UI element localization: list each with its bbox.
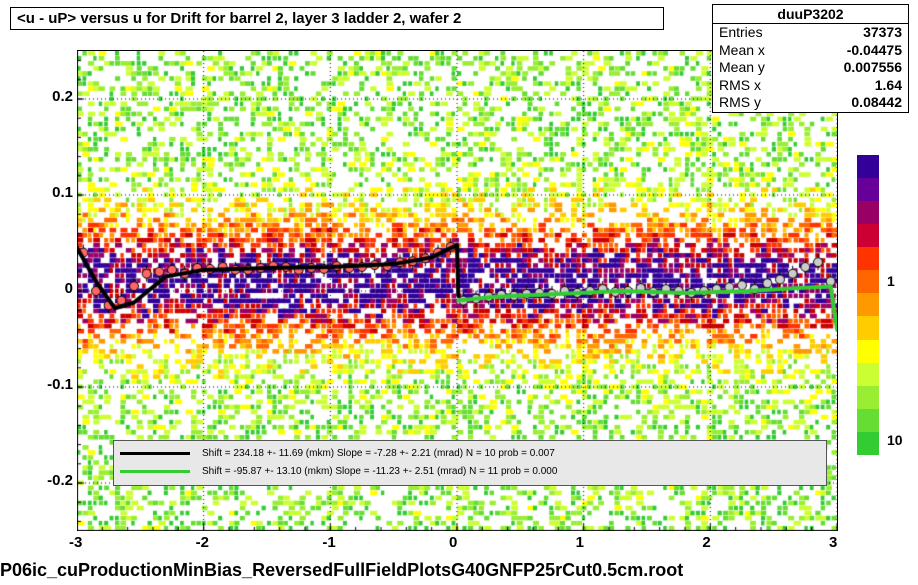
stats-box: duuP3202 Entries37373Mean x-0.04475Mean … [712, 4, 909, 113]
colorbar-segment [857, 432, 879, 455]
x-tick-label: 0 [449, 534, 457, 551]
colorbar-segment [857, 293, 879, 316]
x-tick-label: 1 [576, 534, 584, 551]
colorbar-label: 1 [887, 273, 895, 289]
legend-row: Shift = -95.87 +- 13.10 (mkm) Slope = -1… [120, 463, 820, 481]
colorbar-segment [857, 155, 879, 178]
x-tick-label: -1 [322, 534, 335, 551]
stats-row: RMS x1.64 [713, 77, 908, 95]
colorbar-segment [857, 201, 879, 224]
y-tick-label: -0.1 [35, 376, 73, 393]
x-tick-label: -3 [69, 534, 82, 551]
stats-row: Entries37373 [713, 24, 908, 42]
stats-row: Mean y0.007556 [713, 59, 908, 77]
colorbar-segment [857, 363, 879, 386]
fit-legend: Shift = 234.18 +- 11.69 (mkm) Slope = -7… [113, 440, 827, 486]
stats-row: RMS y0.08442 [713, 94, 908, 112]
colorbar-segment [857, 247, 879, 270]
x-tick-label: 2 [702, 534, 710, 551]
colorbar-segment [857, 178, 879, 201]
colorbar-segment [857, 224, 879, 247]
stats-row: Mean x-0.04475 [713, 42, 908, 60]
colorbar [857, 155, 879, 455]
y-tick-label: 0.1 [35, 184, 73, 201]
x-tick-label: -2 [196, 534, 209, 551]
y-tick-label: 0 [35, 280, 73, 297]
stats-name: duuP3202 [713, 5, 908, 24]
chart-title: <u - uP> versus u for Drift for barrel 2… [10, 7, 664, 30]
colorbar-segment [857, 270, 879, 293]
colorbar-segment [857, 409, 879, 432]
colorbar-segment [857, 340, 879, 363]
legend-row: Shift = 234.18 +- 11.69 (mkm) Slope = -7… [120, 445, 820, 463]
x-tick-label: 3 [829, 534, 837, 551]
footer-filename: P06ic_cuProductionMinBias_ReversedFullFi… [0, 560, 683, 581]
colorbar-segment [857, 386, 879, 409]
colorbar-segment [857, 316, 879, 339]
chart-title-text: <u - uP> versus u for Drift for barrel 2… [17, 10, 461, 27]
colorbar-label: 10 [887, 432, 903, 448]
y-tick-label: 0.2 [35, 88, 73, 105]
y-tick-label: -0.2 [35, 472, 73, 489]
